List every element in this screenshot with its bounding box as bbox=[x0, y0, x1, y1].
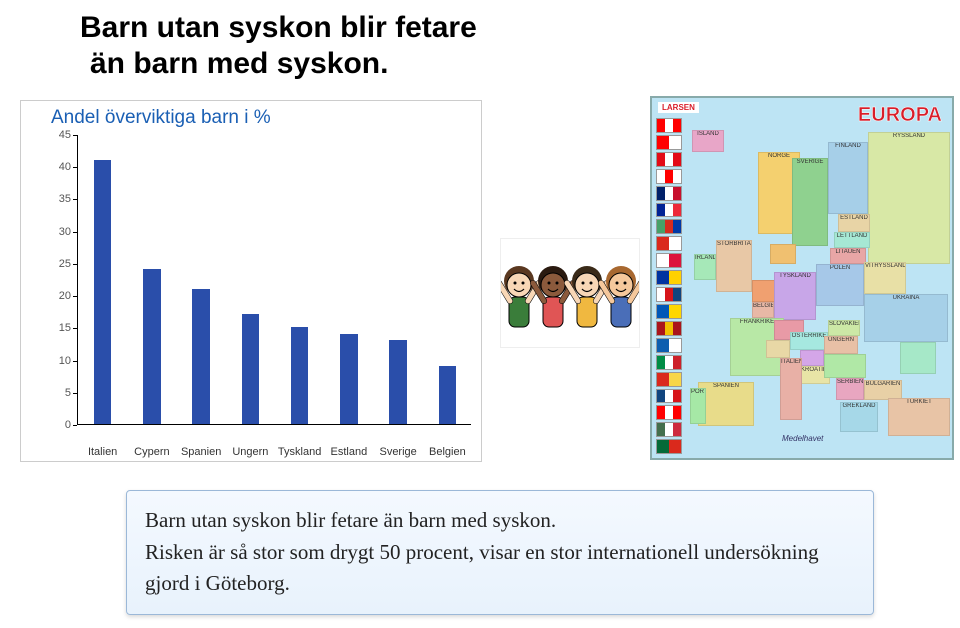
x-label: Ungern bbox=[232, 446, 268, 458]
callout-box: Barn utan syskon blir fetare än barn med… bbox=[126, 490, 874, 615]
country-shape: RYSSLAND bbox=[868, 132, 950, 264]
country-shape bbox=[766, 340, 790, 358]
country-shape: GREKLAND bbox=[840, 402, 878, 432]
flag-icon bbox=[656, 355, 682, 370]
sea-label: Medelhavet bbox=[782, 434, 823, 443]
slide-title: Barn utan syskon blir fetare än barn med… bbox=[80, 10, 477, 82]
country-shape: LETTLAND bbox=[834, 232, 870, 248]
x-label: Spanien bbox=[181, 446, 221, 458]
y-tick-label: 45 bbox=[59, 129, 71, 141]
europe-map: LARSEN EUROPA NORGESVERIGEFINLANDISLANDR… bbox=[650, 96, 954, 460]
map-brand: LARSEN bbox=[658, 102, 699, 113]
x-label: Estland bbox=[331, 446, 368, 458]
x-label: Tyskland bbox=[278, 446, 321, 458]
y-tick-label: 20 bbox=[59, 290, 71, 302]
bar bbox=[143, 269, 161, 424]
bar bbox=[291, 327, 309, 424]
callout-line2: Risken är så stor som drygt 50 procent, … bbox=[145, 540, 819, 596]
y-tick-label: 15 bbox=[59, 322, 71, 334]
flag-icon bbox=[656, 405, 682, 420]
x-label: Italien bbox=[88, 446, 117, 458]
flag-icon bbox=[656, 439, 682, 454]
flag-icon bbox=[656, 236, 682, 251]
flag-icon bbox=[656, 169, 682, 184]
plot-area: ItalienCypernSpanienUngernTysklandEstlan… bbox=[77, 135, 471, 425]
flag-icon bbox=[656, 287, 682, 302]
country-shape bbox=[900, 342, 936, 374]
country-shape: SERBIEN bbox=[836, 378, 864, 400]
flag-icon bbox=[656, 270, 682, 285]
kids-icon bbox=[501, 239, 639, 347]
country-shape: ITALIEN bbox=[780, 358, 802, 420]
bar bbox=[192, 289, 210, 424]
country-shape: TYSKLAND bbox=[774, 272, 816, 320]
flag-icon bbox=[656, 186, 682, 201]
y-tick-label: 0 bbox=[65, 419, 71, 431]
country-shape: IRLAND bbox=[694, 254, 716, 280]
flag-icon bbox=[656, 321, 682, 336]
flag-icon bbox=[656, 203, 682, 218]
y-tick-label: 40 bbox=[59, 161, 71, 173]
flag-icon bbox=[656, 422, 682, 437]
country-shape bbox=[824, 354, 866, 378]
country-shape: FINLAND bbox=[828, 142, 868, 214]
flag-icon bbox=[656, 304, 682, 319]
country-shape: ÖSTERRIKE bbox=[790, 332, 828, 350]
y-tick-label: 35 bbox=[59, 193, 71, 205]
country-shape: LITAUEN bbox=[830, 248, 866, 264]
bar bbox=[94, 160, 112, 424]
country-shape: ISLAND bbox=[692, 130, 724, 152]
title-line2: än barn med syskon. bbox=[90, 47, 388, 80]
bar bbox=[439, 366, 457, 424]
country-shape: SLOVAKIEN bbox=[828, 320, 860, 336]
callout-line1: Barn utan syskon blir fetare än barn med… bbox=[145, 508, 556, 532]
country-shape bbox=[770, 244, 796, 264]
y-tick-label: 10 bbox=[59, 355, 71, 367]
country-shape: ESTLAND bbox=[838, 214, 870, 232]
country-shape: STORBRITANNIEN bbox=[716, 240, 752, 292]
y-tick-label: 30 bbox=[59, 226, 71, 238]
flag-icon bbox=[656, 253, 682, 268]
bar bbox=[242, 314, 260, 424]
chart-title: Andel överviktiga barn i % bbox=[51, 107, 271, 129]
flag-icon bbox=[656, 152, 682, 167]
y-axis: 051015202535304045 bbox=[51, 135, 73, 425]
children-illustration bbox=[500, 238, 640, 348]
x-label: Belgien bbox=[429, 446, 466, 458]
country-shape: UNGERN bbox=[824, 336, 858, 354]
country-shape bbox=[800, 350, 824, 366]
country-shape: BULGARIEN bbox=[864, 380, 902, 400]
y-tick-mark bbox=[73, 425, 77, 426]
flag-strip bbox=[656, 118, 686, 454]
country-shape: TURKIET bbox=[888, 398, 950, 436]
country-shape: SPANIEN bbox=[698, 382, 754, 426]
country-shape: PORTUGAL bbox=[690, 388, 706, 424]
bar bbox=[389, 340, 407, 424]
flag-icon bbox=[656, 118, 682, 133]
y-tick-label: 5 bbox=[65, 387, 71, 399]
country-shape: SVERIGE bbox=[792, 158, 828, 246]
country-shape: UKRAINA bbox=[864, 294, 948, 342]
flag-icon bbox=[656, 219, 682, 234]
flag-icon bbox=[656, 135, 682, 150]
map-area: NORGESVERIGEFINLANDISLANDRYSSLANDESTLAND… bbox=[692, 122, 948, 454]
bar-chart: Andel överviktiga barn i % 0 5 10 15 20 25 35 3… bbox=[20, 100, 482, 462]
x-label: Sverige bbox=[379, 446, 416, 458]
country-shape: VITRYSSLAND bbox=[864, 262, 906, 294]
chart-plot: 051015202535304045 ItalienCypernSpanienU… bbox=[51, 135, 471, 425]
country-shape: POLEN bbox=[816, 264, 864, 306]
country-shape: BELGIEN bbox=[752, 302, 774, 318]
flag-icon bbox=[656, 389, 682, 404]
bar bbox=[340, 334, 358, 424]
title-line1: Barn utan syskon blir fetare bbox=[80, 11, 477, 44]
flag-icon bbox=[656, 372, 682, 387]
y-tick-label: 25 bbox=[59, 258, 71, 270]
x-label: Cypern bbox=[134, 446, 169, 458]
flag-icon bbox=[656, 338, 682, 353]
